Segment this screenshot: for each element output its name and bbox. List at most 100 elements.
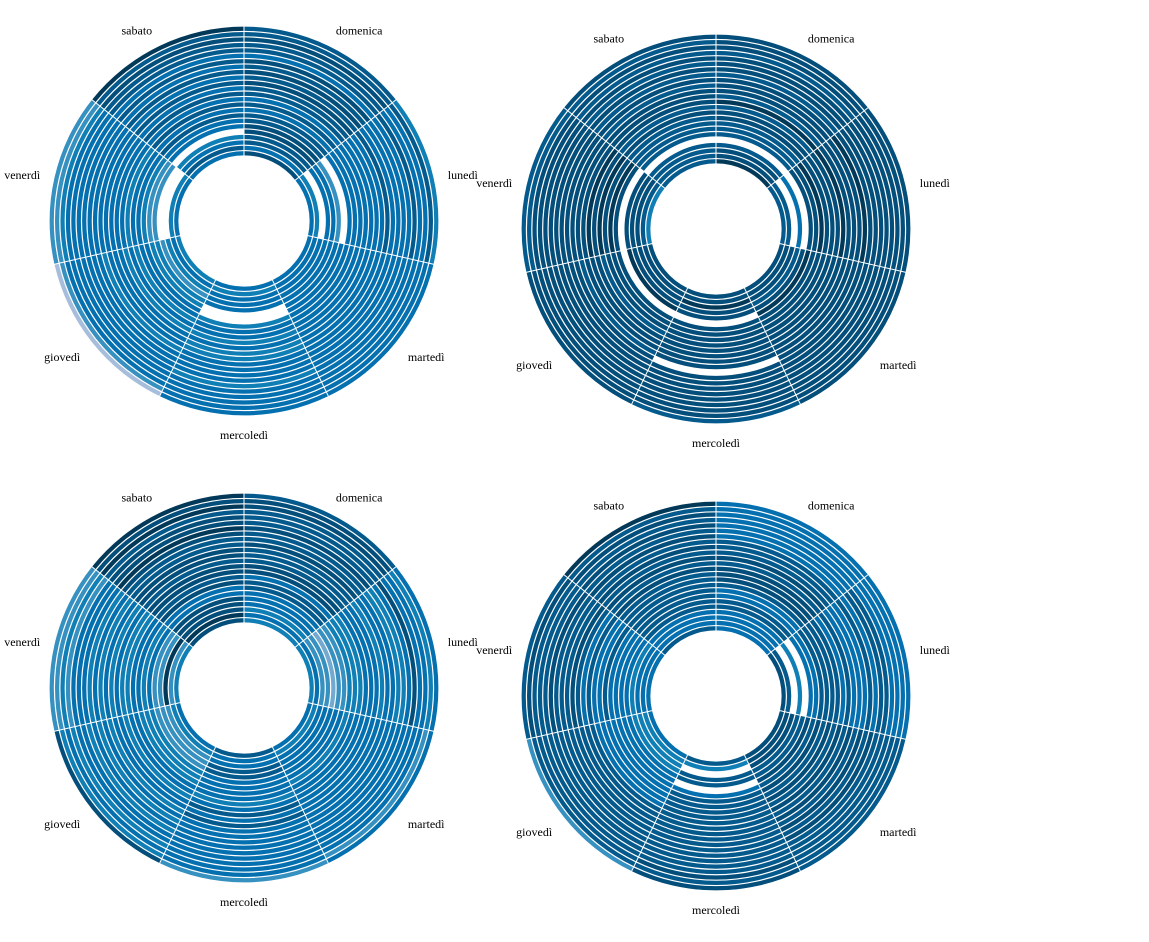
divider-line-4 <box>158 746 217 865</box>
ring-cell-venerdì-19 <box>71 113 113 260</box>
ring-cell-mercoledì-3 <box>206 761 282 775</box>
ring-cell-domenica-6 <box>244 118 324 160</box>
ring-cell-martedì-0 <box>272 702 313 751</box>
day-label-venerdì: venerdì <box>4 168 41 182</box>
ring-cell-domenica-8 <box>716 115 805 162</box>
ring-cell-sabato-1 <box>657 620 716 652</box>
ring-cell-lunedì-1 <box>299 174 320 238</box>
ring-cell-mercoledì-5 <box>673 779 759 793</box>
radial-chart-2: domenica lunedì martedì mercoledì giovedì ven… <box>476 20 958 475</box>
ring-cell-lunedì-17 <box>367 587 406 725</box>
ring-cell-lunedì-2 <box>775 178 797 247</box>
ring-cell-venerdì-16 <box>559 598 597 731</box>
ring-cell-mercoledì-18 <box>643 842 789 864</box>
radial-chart-1: domenica lunedì martedì mercoledì giovedì ven… <box>4 12 486 467</box>
ring-cell-lunedì-14 <box>354 130 390 254</box>
ring-cell-mercoledì-2 <box>681 297 751 310</box>
ring-cell-lunedì-10 <box>809 151 840 257</box>
ring-cell-venerdì-10 <box>592 618 623 724</box>
day-label-giovedì: giovedì <box>516 358 553 372</box>
ring-cell-giovedì-6 <box>144 709 202 781</box>
ring-cell-sabato-1 <box>185 145 244 177</box>
ring-cell-sabato-0 <box>661 626 716 656</box>
ring-cell-mercoledì-22 <box>162 854 326 877</box>
ring-cell-domenica-9 <box>244 569 337 617</box>
ring-cell-domenica-7 <box>716 121 801 165</box>
ring-cell-sabato-4 <box>644 137 716 175</box>
ring-cell-martedì-0 <box>744 243 785 292</box>
radial-chart-svg-2: domenica lunedì martedì mercoledì giovedì ven… <box>476 31 950 450</box>
ring-cell-venerdì-21 <box>60 573 104 729</box>
ring-cell-venerdì-10 <box>120 143 151 249</box>
ring-cell-sabato-7 <box>159 113 244 157</box>
ring-cell-venerdì-3 <box>157 167 181 241</box>
ring-cell-mercoledì-19 <box>641 380 791 402</box>
ring-cell-venerdì-23 <box>521 574 568 740</box>
ring-cell-giovedì-7 <box>138 711 200 786</box>
ring-cell-mercoledì-1 <box>683 759 749 772</box>
ring-cell-giovedì-1 <box>170 703 214 756</box>
ring-cell-lunedì-1 <box>299 641 320 705</box>
ring-cell-giovedì-5 <box>621 716 676 784</box>
radial-chart-4: domenica lunedì martedì mercoledì giovedì ven… <box>476 487 958 942</box>
ring-cell-domenica-1 <box>244 145 303 177</box>
ring-cell-lunedì-19 <box>847 121 889 268</box>
ring-cell-venerdì-13 <box>103 133 138 253</box>
ring-cell-mercoledì-17 <box>173 363 315 383</box>
ring-cell-mercoledì-23 <box>159 859 329 883</box>
divider-line-3 <box>271 746 330 865</box>
ring-cell-lunedì-11 <box>813 148 846 258</box>
ring-cell-sabato-1 <box>657 153 716 185</box>
ring-cell-giovedì-1 <box>642 711 686 764</box>
ring-cell-giovedì-6 <box>616 250 674 322</box>
ring-cell-mercoledì-5 <box>201 771 287 785</box>
ring-cell-venerdì-6 <box>613 165 640 252</box>
ring-cell-sabato-4 <box>644 604 716 642</box>
ring-cell-lunedì-2 <box>775 645 797 714</box>
ring-cell-mercoledì-23 <box>631 400 801 424</box>
divider-line-6 <box>90 98 194 181</box>
ring-cell-venerdì-5 <box>619 635 644 718</box>
ring-cell-martedì-7 <box>760 252 822 327</box>
ring-cell-domenica-9 <box>716 577 809 625</box>
ring-cell-mercoledì-20 <box>166 377 322 400</box>
divider-line-4 <box>630 754 689 873</box>
ring-cell-venerdì-22 <box>527 111 572 272</box>
ring-cell-sabato-2 <box>652 615 716 649</box>
divider-line-4 <box>630 287 689 406</box>
ring-cell-venerdì-15 <box>92 593 130 722</box>
ring-cell-venerdì-14 <box>98 130 134 254</box>
ring-cell-martedì-6 <box>758 717 816 789</box>
ring-cell-mercoledì-15 <box>178 353 310 373</box>
ring-cell-lunedì-13 <box>822 141 857 261</box>
ring-cell-mercoledì-7 <box>669 789 763 804</box>
ring-cell-lunedì-5 <box>788 168 813 251</box>
ring-cell-sabato-8 <box>627 115 716 162</box>
ring-cell-sabato-4 <box>172 596 244 634</box>
ring-cell-sabato-3 <box>176 134 244 170</box>
ring-cell-martedì-3 <box>751 247 800 307</box>
ring-cell-sabato-6 <box>636 126 716 168</box>
ring-cell-giovedì-4 <box>626 715 679 779</box>
ring-cell-sabato-3 <box>648 142 716 178</box>
ring-cell-mercoledì-11 <box>659 808 773 826</box>
ring-cell-venerdì-11 <box>586 615 619 725</box>
ring-cell-mercoledì-13 <box>183 810 305 829</box>
ring-cell-venerdì-19 <box>543 588 585 735</box>
day-label-venerdì: venerdì <box>476 643 513 657</box>
ring-cell-mercoledì-6 <box>199 776 289 791</box>
ring-cell-martedì-7 <box>760 719 822 794</box>
radial-chart-3: domenica lunedì martedì mercoledì giovedì ven… <box>4 479 486 934</box>
ring-cell-lunedì-12 <box>818 611 851 726</box>
ring-cell-giovedì-3 <box>632 714 681 774</box>
ring-cell-lunedì-4 <box>784 638 808 717</box>
ring-cell-venerdì-9 <box>597 155 627 256</box>
ring-cell-lunedì-6 <box>792 632 819 719</box>
ring-cell-domenica-0 <box>244 618 299 648</box>
ring-cell-domenica-3 <box>244 601 312 637</box>
ring-cell-mercoledì-12 <box>657 346 775 364</box>
day-label-mercoledì: mercoledì <box>220 895 269 909</box>
ring-cell-martedì-5 <box>756 249 811 317</box>
ring-cell-mercoledì-11 <box>187 800 301 818</box>
ring-cell-lunedì-10 <box>337 610 368 716</box>
